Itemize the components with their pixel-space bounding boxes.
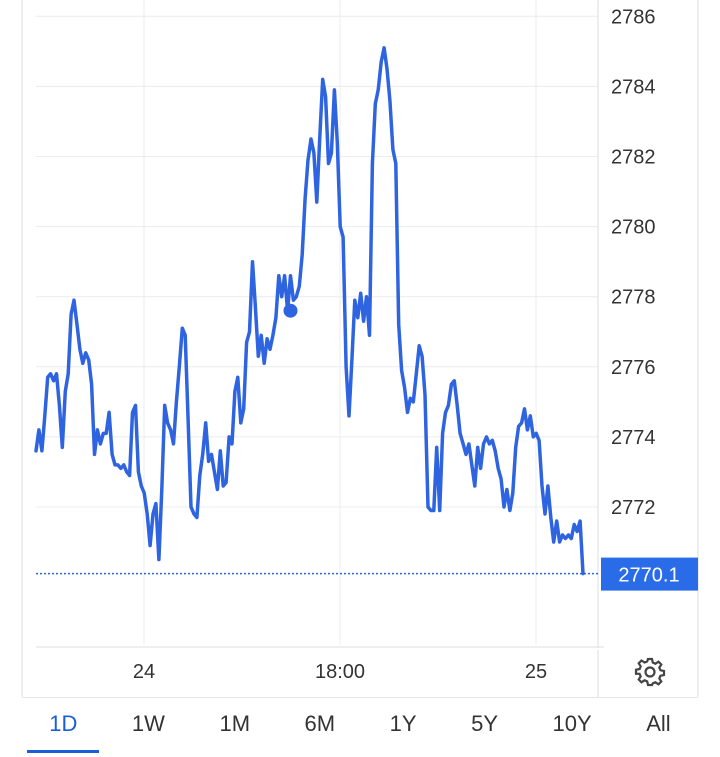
range-tab-10y[interactable]: 10Y <box>552 711 592 736</box>
y-tick-label: 2774 <box>611 427 656 449</box>
y-tick-label: 2780 <box>611 217 656 239</box>
last-price-label: 2770.1 <box>618 565 679 587</box>
x-tick-label: 24 <box>133 661 155 683</box>
y-tick-label: 2772 <box>611 497 656 519</box>
range-tab-5y[interactable]: 5Y <box>471 711 499 736</box>
settings-button[interactable] <box>634 656 666 688</box>
x-tick-label: 25 <box>525 661 547 683</box>
y-tick-label: 2776 <box>611 357 656 379</box>
x-tick-label: 18:00 <box>315 661 365 683</box>
y-tick-label: 2786 <box>611 6 656 28</box>
gridlines <box>36 0 598 645</box>
gear-icon <box>634 657 666 687</box>
range-tab-1m[interactable]: 1M <box>219 711 251 736</box>
last-price-tag: 2770.1 <box>601 557 698 591</box>
y-tick-label: 2784 <box>611 76 656 98</box>
price-line[interactable] <box>34 46 585 576</box>
range-tab-6m[interactable]: 6M <box>304 711 336 736</box>
range-tab-1y[interactable]: 1Y <box>389 711 417 736</box>
time-range-selector: 1D 1W 1M 6M 1Y 5Y 10Y All <box>22 697 698 753</box>
price-chart[interactable]: 2772 2774 2776 2778 2780 2782 2784 2786 24 18:00… <box>0 0 720 700</box>
range-tab-all[interactable]: All <box>646 711 671 736</box>
y-tick-label: 2778 <box>611 287 656 309</box>
range-tab-1w[interactable]: 1W <box>131 711 165 736</box>
crosshair-marker <box>283 303 298 318</box>
range-tab-1d[interactable]: 1D <box>27 701 100 753</box>
y-tick-label: 2782 <box>611 147 656 169</box>
y-axis: 2772 2774 2776 2778 2780 2782 2784 2786 <box>611 6 656 519</box>
chart-frame <box>21 0 699 697</box>
x-axis: 24 18:00 25 <box>133 661 547 683</box>
